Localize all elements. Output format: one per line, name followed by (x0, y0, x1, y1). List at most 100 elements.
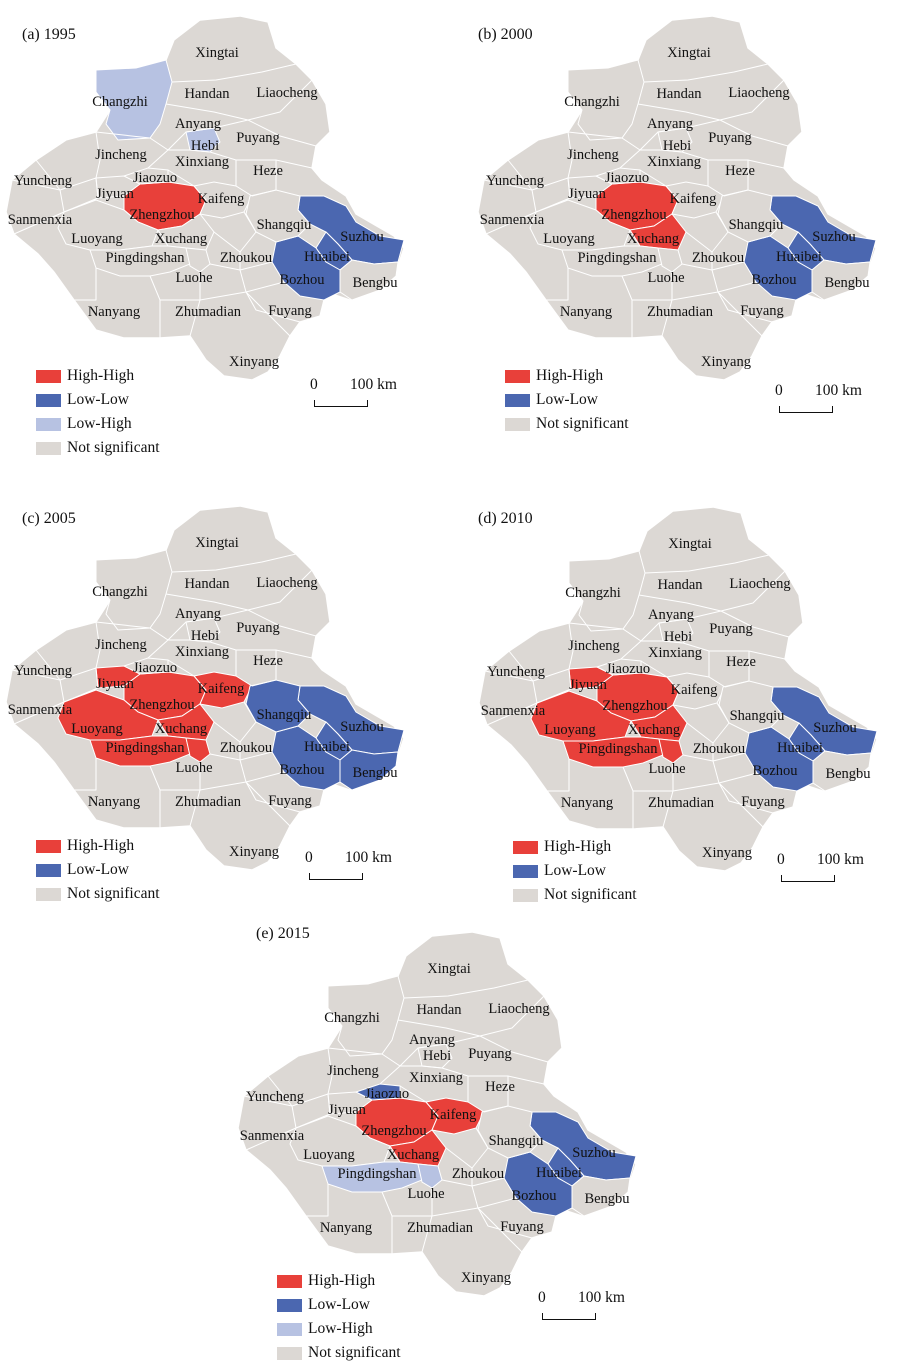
boundary-line (712, 743, 758, 784)
scale-bar-line (314, 400, 368, 407)
map-panel-2015: (e) 2015 Xingtai Changzhi Handan Liaocheng A… (230, 915, 680, 1362)
map-panel-2005: (c) 2005 Xingtai Changzhi Handan Liaocheng A… (0, 485, 450, 905)
boundary-line (399, 1085, 427, 1103)
city-label-hebi: Hebi (191, 628, 219, 644)
city-label-yuncheng: Yuncheng (14, 173, 72, 189)
legend: High-High Low-Low Low-High Not significant (36, 364, 160, 460)
city-label-zhumadian: Zhumadian (407, 1220, 474, 1236)
scale-distance-label: 100 km (350, 376, 397, 393)
scale-distance-label: 100 km (817, 851, 864, 868)
city-label-xinxiang: Xinxiang (648, 645, 702, 661)
city-label-puyang: Puyang (708, 130, 752, 146)
city-label-puyang: Puyang (709, 621, 753, 637)
panel-title: (a) 1995 (22, 26, 76, 43)
city-label-jiaozuo: Jiaozuo (605, 170, 649, 186)
city-label-zhengzhou: Zhengzhou (361, 1123, 426, 1139)
legend-swatch (505, 393, 530, 407)
region-bengbu (339, 749, 399, 791)
city-label-zhengzhou: Zhengzhou (601, 207, 666, 223)
boundary-line (306, 1184, 329, 1217)
legend-label: High-High (67, 367, 135, 384)
city-label-xinyang: Xinyang (229, 844, 279, 860)
city-label-fuyang: Fuyang (268, 303, 312, 319)
city-label-zhengzhou: Zhengzhou (129, 697, 194, 713)
city-label-kaifeng: Kaifeng (430, 1107, 477, 1123)
city-label-nanyang: Nanyang (88, 304, 140, 320)
legend-swatch (36, 887, 61, 901)
legend-label: Low-Low (544, 862, 606, 879)
region-jiaozuo (595, 658, 642, 676)
city-label-shangqiu: Shangqiu (729, 217, 784, 233)
city-label-huaibei: Huaibei (304, 739, 350, 755)
boundary-line (717, 291, 773, 323)
city-label-puyang: Puyang (236, 620, 280, 636)
boundary-line (483, 1076, 509, 1113)
boundary-line (643, 63, 769, 83)
map-panel-1995: (a) 1995 Xingtai Changzhi Handan Liaocheng A… (0, 0, 450, 470)
city-label-xingtai: Xingtai (668, 536, 712, 552)
city-label-handan: Handan (416, 1002, 462, 1018)
city-label-jincheng: Jincheng (568, 638, 620, 654)
region-bengbu (811, 259, 871, 301)
legend-swatch (277, 1322, 302, 1336)
scale-distance-label: 100 km (815, 382, 862, 399)
legend-label: Low-High (67, 415, 132, 432)
legend-swatch (277, 1298, 302, 1312)
legend-swatch (36, 417, 61, 431)
city-label-jiaozuo: Jiaozuo (365, 1086, 409, 1102)
panel-title: (c) 2005 (22, 510, 76, 527)
scale-zero-label: 0 (310, 376, 318, 393)
boundary-line (547, 759, 570, 792)
city-label-liaocheng: Liaocheng (256, 85, 317, 101)
legend-swatch (277, 1346, 302, 1360)
city-label-suzhou: Suzhou (812, 229, 856, 245)
scale-bar-line (309, 873, 363, 880)
city-label-liaocheng: Liaocheng (488, 1001, 549, 1017)
boundary-line (723, 160, 749, 197)
city-label-kaifeng: Kaifeng (670, 191, 717, 207)
city-label-fuyang: Fuyang (740, 303, 784, 319)
scale-zero-label: 0 (775, 382, 783, 399)
legend-item: High-High (36, 834, 160, 858)
legend-label: Not significant (536, 415, 629, 432)
region-jiaozuo (122, 657, 169, 675)
city-label-huaibei: Huaibei (777, 740, 823, 756)
city-label-hebi: Hebi (664, 629, 692, 645)
legend-item: High-High (36, 364, 160, 388)
city-label-jiyuan: Jiyuan (568, 186, 607, 202)
city-label-yuncheng: Yuncheng (14, 663, 72, 679)
city-label-liaocheng: Liaocheng (728, 85, 789, 101)
city-label-luoyang: Luoyang (543, 231, 595, 247)
choropleth-map: Xingtai Changzhi Handan Liaocheng Anyang Hebi… (5, 505, 405, 871)
city-label-zhumadian: Zhumadian (647, 304, 714, 320)
city-label-puyang: Puyang (468, 1046, 512, 1062)
legend-label: Low-Low (67, 861, 129, 878)
city-label-yuncheng: Yuncheng (487, 664, 545, 680)
legend-swatch (505, 417, 530, 431)
boundary-line (637, 19, 673, 61)
region-luohe (185, 737, 211, 763)
city-label-bozhou: Bozhou (511, 1188, 556, 1204)
boundary-line (213, 119, 317, 147)
legend-label: Not significant (544, 886, 637, 903)
legend-label: Not significant (67, 885, 160, 902)
boundary-line (685, 211, 729, 253)
city-label-huaibei: Huaibei (304, 249, 350, 265)
choropleth-map: Xingtai Changzhi Handan Liaocheng Anyang Hebi… (478, 506, 878, 872)
city-label-yuncheng: Yuncheng (246, 1089, 304, 1105)
city-label-luohe: Luohe (648, 761, 685, 777)
city-label-anyang: Anyang (175, 606, 221, 622)
scale-zero-label: 0 (305, 849, 313, 866)
boundary-line (239, 252, 285, 293)
city-label-bengbu: Bengbu (824, 275, 869, 291)
city-label-bengbu: Bengbu (352, 275, 397, 291)
city-label-jincheng: Jincheng (327, 1063, 379, 1079)
city-label-pingdingshan: Pingdingshan (578, 250, 658, 266)
city-label-fuyang: Fuyang (268, 793, 312, 809)
city-label-xinyang: Xinyang (701, 354, 751, 370)
boundary-line (686, 702, 730, 744)
boundary-line (445, 1127, 489, 1169)
city-label-suzhou: Suzhou (813, 720, 857, 736)
city-label-changzhi: Changzhi (564, 94, 620, 110)
city-label-hebi: Hebi (191, 138, 219, 154)
